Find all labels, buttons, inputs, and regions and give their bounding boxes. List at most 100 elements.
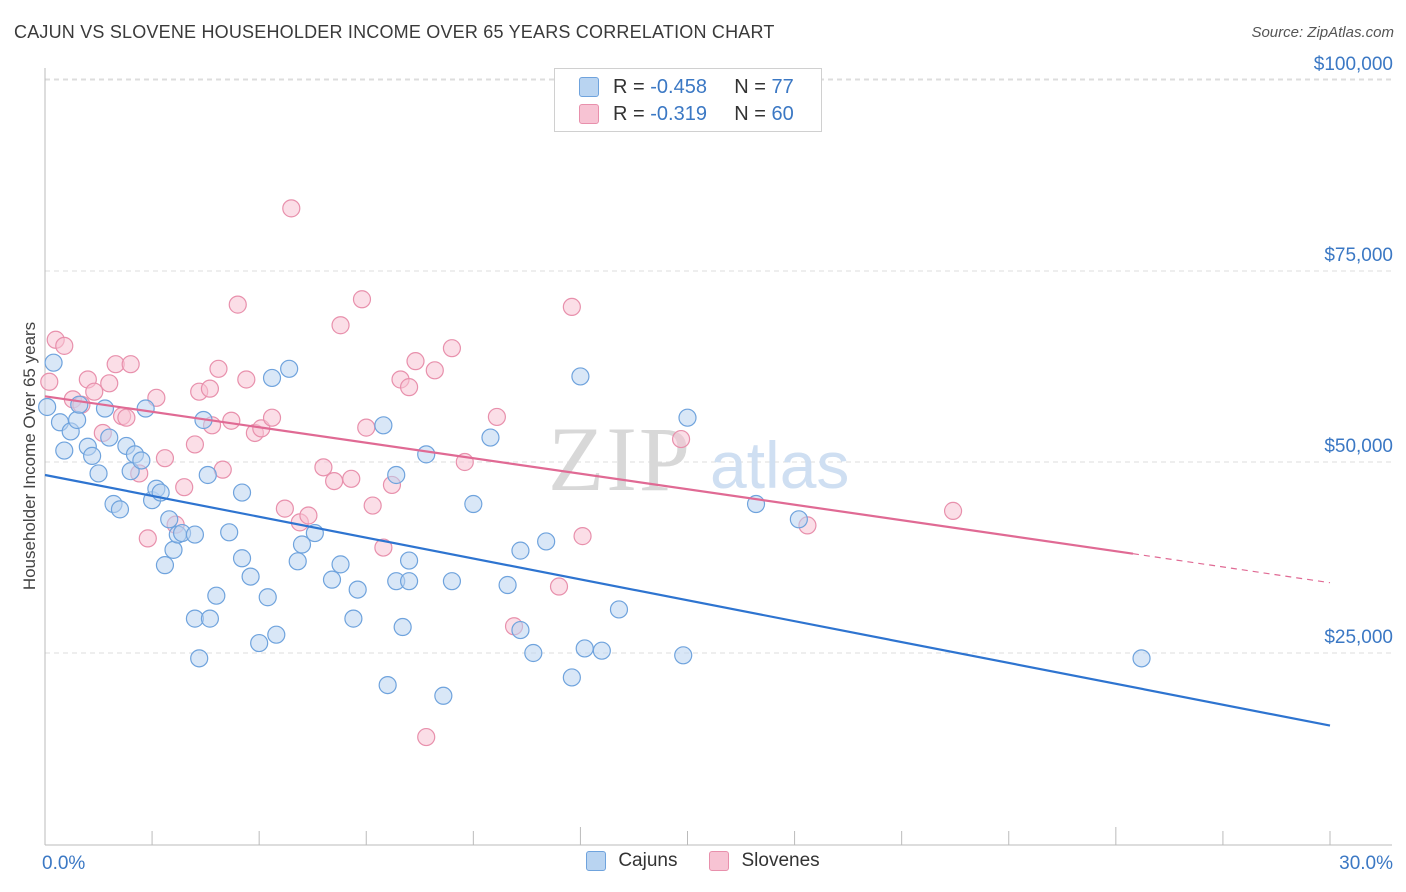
cajun-point [121,462,140,481]
y-tick-label: $100,000 [1314,54,1393,75]
slovene-point [357,418,376,437]
cajun-point [267,625,286,644]
slovene-point [549,577,569,596]
slovene-point [175,478,194,497]
source-label: Source: ZipAtlas.com [1251,24,1394,41]
cajun-point [136,399,155,418]
cajun-point [38,397,57,417]
slovene-point [442,339,462,358]
cajun-point [464,494,483,514]
cajun-point [481,428,500,447]
cajun-point [288,552,307,571]
slovene-point [282,199,301,218]
cajun-point [511,541,530,560]
cajun-point [562,668,581,687]
slovene-point [406,352,425,371]
slovene-trend-line [44,395,1134,555]
cajun-point [511,620,530,640]
series-legend: Cajuns Slovenes [0,850,1406,872]
cajun-point [417,445,436,464]
stats-legend: R = -0.458 N = 77 R = -0.319 N = 60 [554,68,822,132]
legend-r-value: -0.458 [650,75,707,98]
slovene-point [374,538,393,557]
cajun-point [348,580,367,599]
cajun-point [258,588,277,607]
cajun-point [378,675,397,695]
cajun-point [399,551,419,570]
x-tick-label: 0.0% [42,853,85,874]
legend-r-label: R = [613,75,645,98]
slovene-point [417,727,436,747]
legend-n-label: N = [734,102,766,125]
y-axis-label: Householder Income Over 65 years [20,322,39,590]
legend-item-slovenes[interactable]: Slovenes [709,850,820,872]
cajun-point [434,686,453,705]
cajun-point [399,572,419,591]
cajun-point [198,465,217,485]
cajun-point [89,464,108,483]
cajun-point [55,441,74,460]
cajun-point [250,633,269,653]
y-tick-label: $50,000 [1324,436,1393,457]
cajun-point [190,649,209,668]
slovene-point [671,429,691,449]
cajun-point [110,500,130,519]
chart-title: CAJUN VS SLOVENE HOUSEHOLDER INCOME OVER… [14,22,775,42]
legend-label-cajuns: Cajuns [618,850,678,871]
cajun-point [1132,649,1151,668]
slovene-point [425,361,444,380]
cajun-point [387,465,406,485]
slovene-point [331,316,350,335]
slovene-point [121,355,140,374]
cajun-point [241,567,260,586]
cajun-point [374,416,393,435]
cajun-point [132,451,151,470]
cajun-point [678,408,697,427]
slovene-point [299,506,318,525]
cajun-point [185,525,205,544]
slovene-point [487,407,506,427]
slovene-swatch [579,104,599,124]
legend-n-label: N = [734,75,766,98]
cajun-point [232,483,252,502]
cajun-point [331,555,350,574]
slovene-point [85,382,104,401]
legend-row-cajuns: R = -0.458 N = 77 [579,74,794,100]
legend-item-cajuns[interactable]: Cajuns [586,850,677,872]
slovene-point [117,408,136,427]
cajun-point [220,523,239,542]
cajun-legend-swatch [586,851,607,871]
cajun-point [164,540,183,559]
cajun-point [232,549,252,568]
slovene-point [138,529,157,548]
cajun-point [70,395,89,414]
slovene-point [399,378,419,397]
slovene-point [943,501,963,520]
cajun-point [68,410,87,430]
cajun-point [83,446,102,465]
cajun-point [344,609,363,628]
cajun-point [537,532,556,551]
slovene-point [325,472,344,491]
slovene-legend-swatch [709,851,730,871]
legend-n-value: 77 [771,75,794,98]
slovene-point [55,336,74,355]
cajun-point [292,535,312,554]
slovene-point [262,408,282,427]
watermark-zip: ZIP [548,408,692,510]
x-tick-label: 30.0% [1339,853,1393,874]
cajun-point [571,367,590,386]
cajun-point [592,641,611,660]
cajun-point [674,646,693,665]
cajun-point [524,643,543,663]
slovene-point [275,499,294,518]
legend-row-slovenes: R = -0.319 N = 60 [579,101,794,127]
cajun-swatch [579,77,599,97]
points-layer [38,199,1151,747]
cajun-point [442,572,462,591]
slovene-point [352,290,372,309]
slovene-point [222,411,241,430]
slovene-point [209,359,228,378]
watermark: ZIP atlas [548,408,849,510]
